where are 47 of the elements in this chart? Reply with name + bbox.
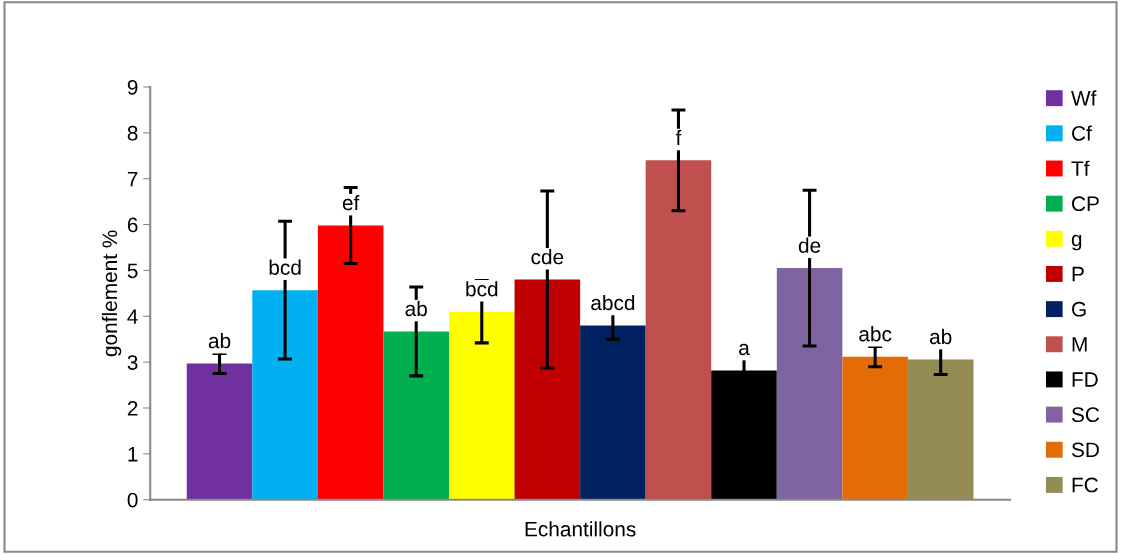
y-tick-label: 3 — [127, 355, 138, 370]
data-label: abcd — [591, 294, 635, 311]
y-tick-label: 1 — [128, 447, 138, 462]
x-axis-title: Echantillons — [525, 521, 636, 537]
legend-label: g — [1071, 234, 1082, 251]
data-label: cde — [531, 249, 564, 265]
legend-label: Tf — [1071, 160, 1090, 176]
bar — [186, 363, 253, 500]
legend-label: G — [1072, 301, 1086, 317]
bar — [645, 160, 712, 500]
data-label: ab — [208, 332, 231, 349]
y-tick-label: 2 — [127, 400, 138, 416]
data-label: f — [675, 129, 682, 145]
y-axis-title: gonflement % — [101, 230, 122, 357]
data-label: bcd — [466, 281, 498, 297]
data-label: bcd — [269, 259, 301, 275]
data-label: de — [798, 237, 821, 253]
y-tick-label: 7 — [127, 171, 138, 187]
y-tick-label: 5 — [127, 263, 138, 279]
legend-label: Cf — [1072, 125, 1092, 141]
bar — [776, 268, 843, 500]
bar — [842, 356, 908, 500]
y-tick-label: 4 — [127, 309, 138, 324]
data-label: ef — [342, 194, 360, 211]
legend-label: FC — [1072, 477, 1098, 493]
bar — [514, 279, 581, 500]
legend-label: M — [1072, 337, 1087, 352]
y-tick-label: 9 — [127, 79, 138, 95]
bar — [907, 359, 974, 500]
bar — [449, 311, 515, 500]
bar — [580, 325, 646, 500]
data-label: ab — [405, 300, 427, 317]
bar — [252, 290, 318, 500]
data-label: ab — [930, 328, 952, 345]
data-label: a — [739, 343, 750, 356]
legend-label: SD — [1071, 442, 1099, 458]
legend-label: Wf — [1071, 90, 1097, 106]
legend-label: P — [1072, 266, 1084, 282]
y-tick-label: 0 — [127, 492, 138, 508]
y-tick-label: 6 — [127, 217, 138, 233]
legend-label: SC — [1071, 407, 1100, 423]
legend-label: FD — [1072, 372, 1098, 387]
legend-label: CP — [1072, 196, 1099, 212]
bar — [383, 331, 449, 500]
bar — [317, 225, 384, 500]
data-label: abc — [859, 326, 892, 342]
y-tick-label: 8 — [127, 125, 138, 141]
